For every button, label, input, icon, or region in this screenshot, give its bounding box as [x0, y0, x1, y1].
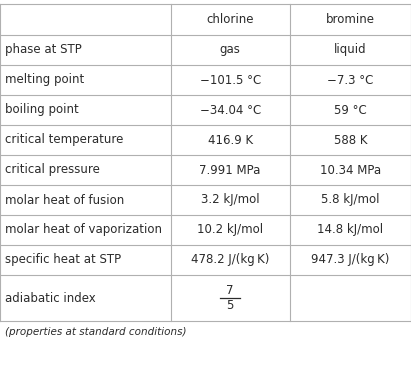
Text: 947.3 J/(kg K): 947.3 J/(kg K) — [311, 254, 390, 267]
Text: 3.2 kJ/mol: 3.2 kJ/mol — [201, 194, 259, 207]
Text: adiabatic index: adiabatic index — [5, 291, 96, 304]
Text: gas: gas — [220, 44, 240, 57]
Text: 588 K: 588 K — [334, 134, 367, 147]
Text: 10.2 kJ/mol: 10.2 kJ/mol — [197, 224, 263, 237]
Text: phase at STP: phase at STP — [5, 44, 82, 57]
Text: 10.34 MPa: 10.34 MPa — [320, 164, 381, 177]
Text: (properties at standard conditions): (properties at standard conditions) — [5, 327, 187, 337]
Text: specific heat at STP: specific heat at STP — [5, 254, 121, 267]
Text: melting point: melting point — [5, 74, 84, 87]
Text: chlorine: chlorine — [206, 13, 254, 26]
Text: molar heat of vaporization: molar heat of vaporization — [5, 224, 162, 237]
Text: −101.5 °C: −101.5 °C — [199, 74, 261, 87]
Text: 478.2 J/(kg K): 478.2 J/(kg K) — [191, 254, 269, 267]
Text: critical temperature: critical temperature — [5, 134, 123, 147]
Text: 5.8 kJ/mol: 5.8 kJ/mol — [321, 194, 380, 207]
Text: 7: 7 — [226, 284, 234, 297]
Text: bromine: bromine — [326, 13, 375, 26]
Text: 5: 5 — [226, 299, 234, 312]
Text: liquid: liquid — [334, 44, 367, 57]
Text: 7.991 MPa: 7.991 MPa — [199, 164, 261, 177]
Text: 59 °C: 59 °C — [334, 104, 367, 117]
Text: −34.04 °C: −34.04 °C — [199, 104, 261, 117]
Text: molar heat of fusion: molar heat of fusion — [5, 194, 124, 207]
Text: 14.8 kJ/mol: 14.8 kJ/mol — [317, 224, 383, 237]
Text: critical pressure: critical pressure — [5, 164, 100, 177]
Text: boiling point: boiling point — [5, 104, 79, 117]
Text: −7.3 °C: −7.3 °C — [327, 74, 374, 87]
Text: 416.9 K: 416.9 K — [208, 134, 253, 147]
